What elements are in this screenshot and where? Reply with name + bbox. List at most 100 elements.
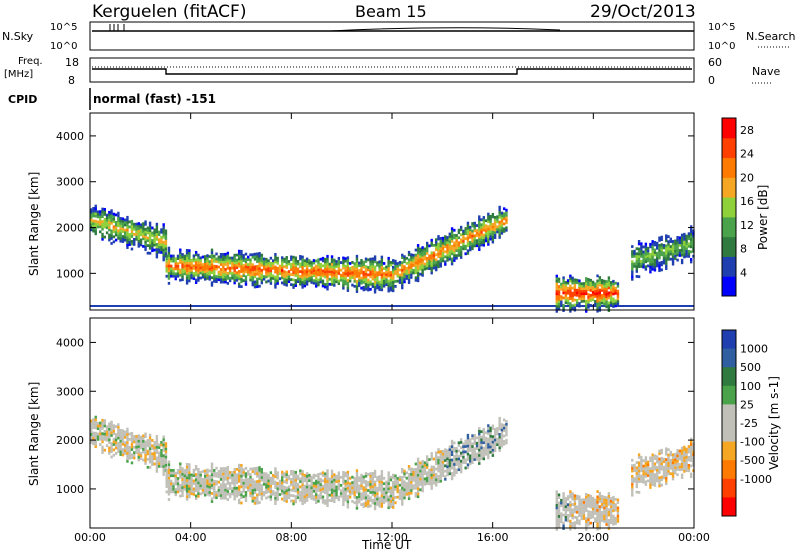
velocity-cell	[353, 501, 356, 505]
velocity-cell	[466, 433, 470, 437]
power-cell	[144, 233, 147, 236]
power-cell	[642, 253, 645, 256]
velocity-cell	[181, 488, 184, 492]
power-cell	[444, 237, 447, 241]
power-cell	[473, 241, 476, 245]
power-cell	[380, 280, 384, 284]
power-cell	[376, 276, 379, 280]
power-cell	[469, 225, 472, 229]
power-cell	[217, 255, 220, 259]
power-cell	[99, 215, 102, 219]
velocity-cell	[380, 502, 384, 506]
power-cell	[179, 278, 182, 282]
velocity-cell	[478, 440, 481, 444]
power-cell	[653, 263, 657, 267]
power-cell	[665, 252, 668, 255]
velocity-cell	[330, 488, 334, 492]
velocity-cell	[605, 520, 608, 524]
power-cell	[330, 277, 334, 281]
power-cell	[167, 246, 171, 250]
power-cell	[130, 242, 134, 246]
power-cell	[471, 242, 474, 246]
power-cell	[172, 269, 175, 273]
velocity-cell	[450, 477, 454, 481]
power-cell	[244, 257, 248, 261]
velocity-cell	[164, 455, 168, 459]
velocity-cell	[387, 476, 390, 480]
velocity-cell	[312, 489, 316, 493]
power-cell	[435, 263, 438, 267]
velocity-cell	[276, 471, 279, 475]
power-cell	[631, 267, 634, 271]
velocity-cell	[133, 451, 136, 455]
velocity-cell	[425, 457, 429, 461]
power-cell	[92, 222, 95, 225]
velocity-cell	[478, 429, 481, 433]
power-cell	[326, 272, 329, 276]
velocity-cell	[197, 468, 200, 471]
velocity-cell	[387, 487, 390, 491]
power-colorbar-tick: 16	[740, 195, 754, 208]
velocity-cell	[582, 514, 586, 518]
velocity-cell	[108, 427, 111, 431]
power-cell	[126, 246, 129, 249]
velocity-cell	[222, 472, 225, 476]
power-cell	[213, 279, 216, 283]
velocity-cell	[371, 501, 375, 505]
power-cell	[269, 256, 273, 260]
power-cell	[407, 258, 411, 262]
velocity-cell	[165, 482, 168, 486]
velocity-cell	[260, 470, 264, 474]
power-cell	[660, 248, 663, 252]
velocity-cell	[676, 467, 679, 471]
velocity-cell	[421, 476, 424, 479]
power-cell	[103, 225, 106, 229]
velocity-cell	[489, 440, 492, 443]
velocity-cell	[353, 493, 356, 497]
velocity-cell	[290, 480, 293, 484]
power-cell	[498, 223, 501, 227]
power-cell	[344, 279, 347, 283]
power-cell	[317, 268, 320, 272]
velocity-cell	[170, 487, 173, 491]
power-cell	[450, 260, 454, 263]
velocity-cell	[364, 482, 368, 486]
power-cell	[265, 260, 268, 264]
power-cell	[181, 253, 184, 256]
velocity-cell	[210, 462, 214, 466]
power-cell	[644, 267, 648, 271]
velocity-cell	[285, 494, 288, 498]
power-cell	[651, 245, 654, 248]
power-cell	[103, 218, 106, 221]
power-cell	[642, 255, 645, 259]
velocity-cell	[242, 481, 245, 485]
power-cell	[557, 280, 561, 283]
power-cell	[90, 208, 93, 212]
power-cell	[170, 269, 173, 273]
power-cell	[137, 229, 140, 233]
velocity-cell	[174, 477, 177, 481]
power-cell	[112, 217, 116, 221]
velocity-cell	[380, 470, 384, 473]
velocity-cell	[292, 480, 295, 484]
velocity-cell	[380, 496, 384, 500]
power-cell	[222, 270, 225, 274]
velocity-cell	[167, 487, 171, 491]
velocity-cell	[689, 448, 693, 452]
velocity-cell	[580, 509, 583, 513]
velocity-cell	[387, 495, 390, 499]
power-cell	[233, 263, 236, 267]
velocity-cell	[432, 465, 436, 469]
power-cell	[204, 277, 207, 281]
velocity-cell	[281, 470, 284, 474]
velocity-cell	[362, 491, 365, 495]
velocity-cell	[333, 481, 336, 485]
velocity-cell	[646, 471, 650, 475]
velocity-cell	[376, 489, 379, 493]
power-cell	[505, 221, 508, 225]
velocity-cell	[419, 480, 422, 484]
power-cell	[148, 229, 152, 232]
power-cell	[188, 266, 191, 270]
power-cell	[251, 278, 254, 282]
power-cell	[157, 230, 161, 234]
